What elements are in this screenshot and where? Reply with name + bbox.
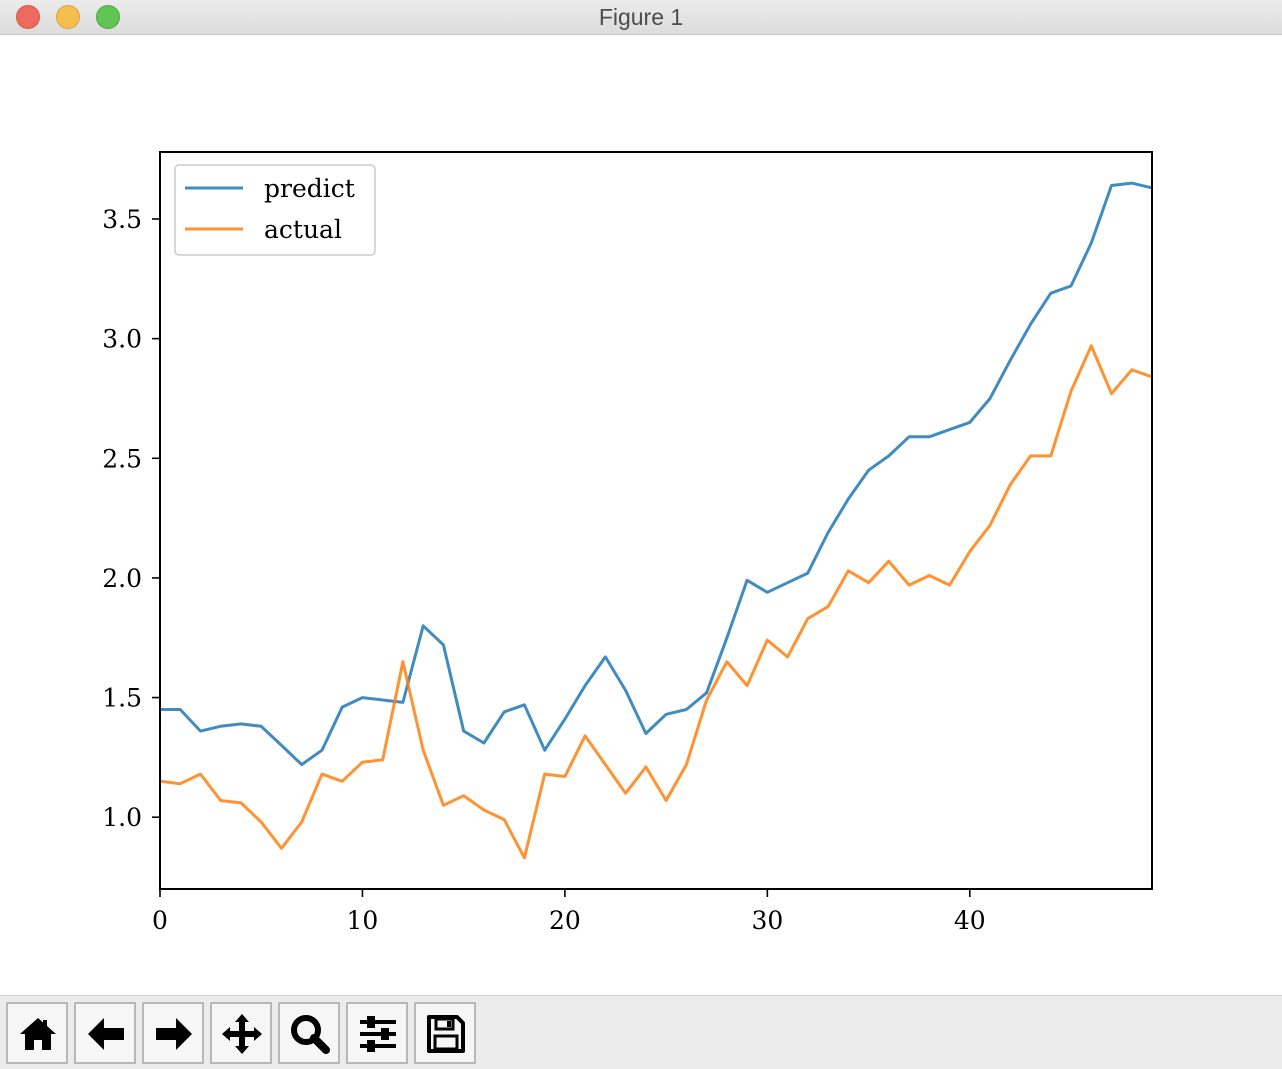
y-tick-label: 1.5	[102, 684, 142, 713]
y-tick-label: 1.0	[102, 803, 142, 832]
series-line-actual	[160, 344, 1152, 860]
save-button[interactable]	[414, 1002, 476, 1064]
axes-frame	[159, 151, 1153, 890]
arrow-left-icon	[88, 1018, 124, 1050]
line-chart: 0 10 20 30 40 1.0 1.5 2.0 2.5 3.0 3.5 predict actua…	[102, 151, 1153, 935]
back-button[interactable]	[74, 1002, 136, 1064]
tick-layer: 0 10 20 30 40 1.0 1.5 2.0 2.5 3.0 3.5	[102, 205, 985, 935]
arrow-right-icon	[156, 1018, 192, 1050]
x-tick-label: 30	[751, 906, 783, 935]
figure-canvas[interactable]: 0 10 20 30 40 1.0 1.5 2.0 2.5 3.0 3.5 predict actua…	[0, 35, 1282, 995]
plot-layer	[160, 181, 1152, 860]
sliders-icon	[360, 1016, 396, 1052]
x-tick-label: 0	[152, 906, 168, 935]
legend-label-actual: actual	[264, 215, 342, 244]
y-tick-label: 3.0	[102, 325, 142, 354]
y-tick-label: 2.0	[102, 564, 142, 593]
zoom-button[interactable]	[278, 1002, 340, 1064]
legend: predict actual	[174, 164, 376, 256]
minimize-window-button[interactable]	[56, 5, 80, 29]
legend-label-predict: predict	[264, 174, 355, 203]
magnifier-icon	[291, 1015, 330, 1054]
close-window-button[interactable]	[16, 5, 40, 29]
home-button[interactable]	[6, 1002, 68, 1064]
title-bar[interactable]: Figure 1	[0, 0, 1282, 35]
window-title: Figure 1	[598, 4, 684, 30]
pan-button[interactable]	[210, 1002, 272, 1064]
x-tick-label: 10	[347, 906, 379, 935]
configure-subplots-button[interactable]	[346, 1002, 408, 1064]
x-tick-label: 20	[549, 906, 581, 935]
navigation-toolbar	[0, 995, 1282, 1069]
floppy-disk-icon	[427, 1015, 465, 1053]
zoom-window-button[interactable]	[96, 5, 120, 29]
y-tick-label: 3.5	[102, 205, 142, 234]
forward-button[interactable]	[142, 1002, 204, 1064]
y-tick-label: 2.5	[102, 444, 142, 473]
series-line-predict	[160, 181, 1152, 767]
move-icon	[222, 1014, 262, 1054]
x-tick-label: 40	[954, 906, 986, 935]
home-icon	[20, 1018, 56, 1050]
